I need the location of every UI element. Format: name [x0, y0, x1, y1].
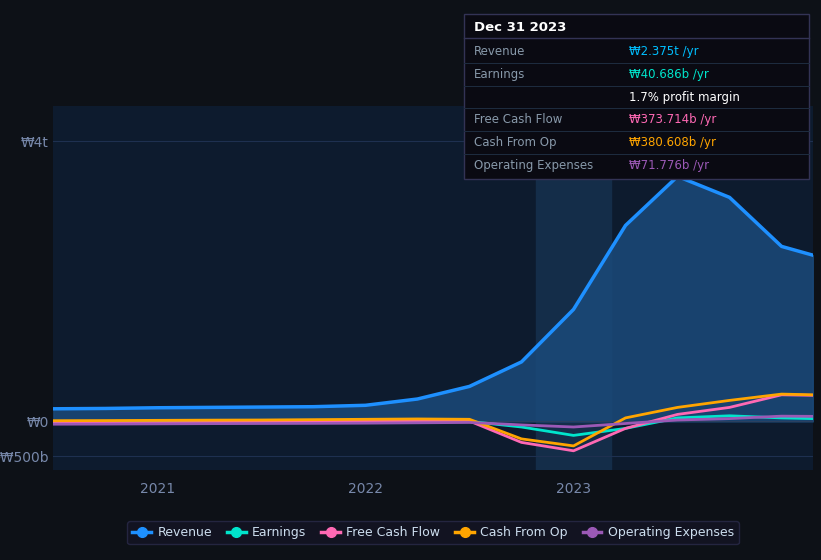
Text: Free Cash Flow: Free Cash Flow — [474, 113, 562, 126]
Text: Dec 31 2023: Dec 31 2023 — [474, 21, 566, 34]
Text: ₩71.776b /yr: ₩71.776b /yr — [630, 158, 709, 171]
Text: Revenue: Revenue — [474, 45, 525, 58]
Legend: Revenue, Earnings, Free Cash Flow, Cash From Op, Operating Expenses: Revenue, Earnings, Free Cash Flow, Cash … — [127, 521, 739, 544]
Text: ₩2.375t /yr: ₩2.375t /yr — [630, 45, 699, 58]
Text: ₩40.686b /yr: ₩40.686b /yr — [630, 68, 709, 81]
Text: Cash From Op: Cash From Op — [474, 136, 556, 149]
Text: ₩380.608b /yr: ₩380.608b /yr — [630, 136, 717, 149]
Text: ₩373.714b /yr: ₩373.714b /yr — [630, 113, 717, 126]
Text: 1.7% profit margin: 1.7% profit margin — [630, 91, 741, 104]
Text: Operating Expenses: Operating Expenses — [474, 158, 593, 171]
Text: Earnings: Earnings — [474, 68, 525, 81]
